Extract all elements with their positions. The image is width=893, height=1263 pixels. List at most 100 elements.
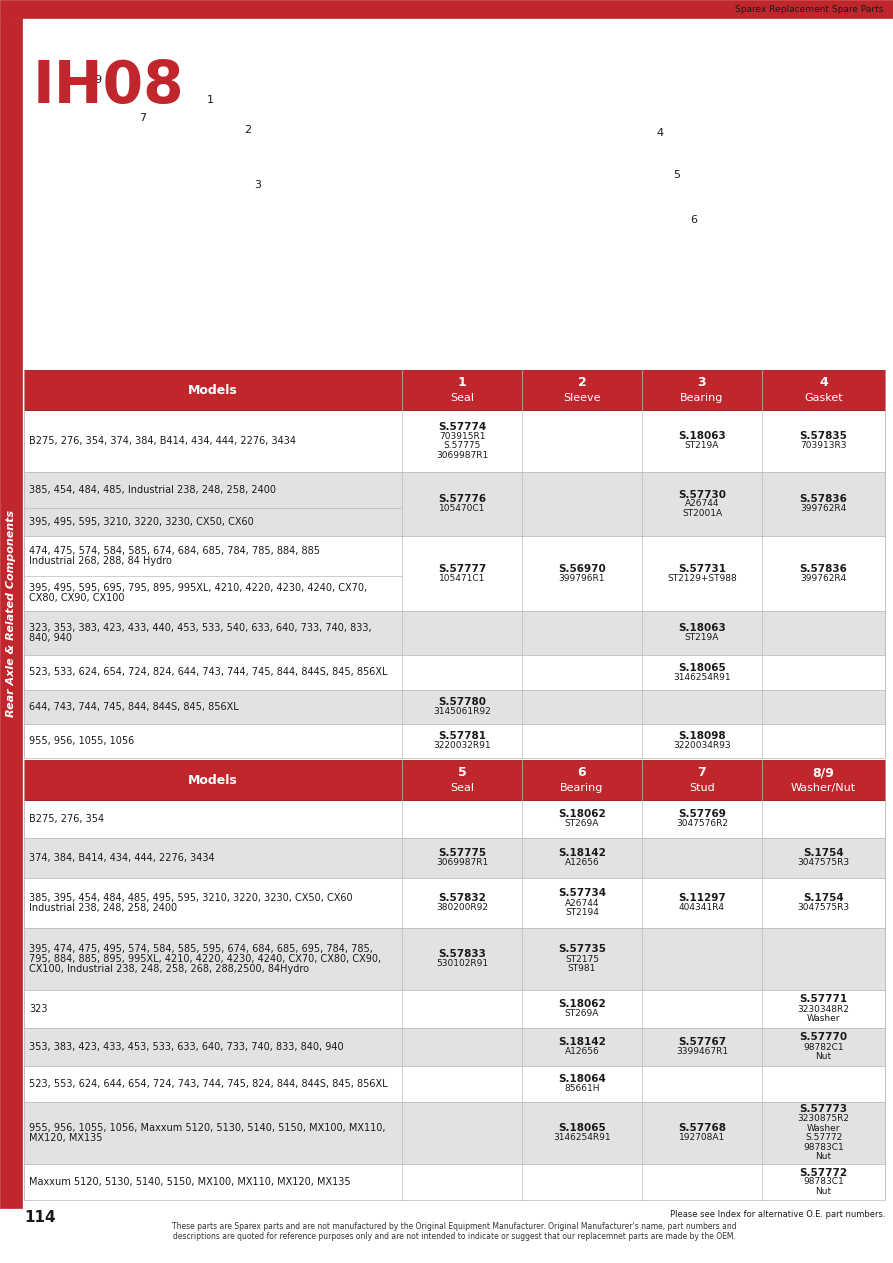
Text: 4: 4 xyxy=(819,376,828,389)
Text: S.1754: S.1754 xyxy=(803,849,844,859)
Text: Washer: Washer xyxy=(806,1124,840,1133)
Text: S.57775: S.57775 xyxy=(443,441,480,450)
Text: Industrial 238, 248, 258, 2400: Industrial 238, 248, 258, 2400 xyxy=(29,903,177,913)
Text: Washer: Washer xyxy=(806,1014,840,1023)
Bar xyxy=(24,799,885,837)
Text: 105470C1: 105470C1 xyxy=(438,504,485,513)
Text: A26744: A26744 xyxy=(685,499,719,509)
Text: S.57734: S.57734 xyxy=(558,888,606,898)
Text: 404341R4: 404341R4 xyxy=(679,903,725,912)
Text: 3: 3 xyxy=(697,376,706,389)
Text: 5: 5 xyxy=(673,171,680,181)
Text: S.57731: S.57731 xyxy=(678,563,726,573)
Text: S.57772: S.57772 xyxy=(805,1133,842,1142)
Text: S.18065: S.18065 xyxy=(678,663,726,673)
Text: Models: Models xyxy=(188,384,238,397)
Text: Seal: Seal xyxy=(450,783,474,793)
Text: S.57730: S.57730 xyxy=(678,490,726,499)
Text: 9: 9 xyxy=(95,75,102,85)
Text: A12656: A12656 xyxy=(564,1047,599,1056)
Text: 85661H: 85661H xyxy=(564,1084,600,1094)
Text: S.57836: S.57836 xyxy=(799,563,847,573)
Text: S.57768: S.57768 xyxy=(678,1123,726,1133)
Bar xyxy=(24,1066,885,1103)
Text: Sleeve: Sleeve xyxy=(563,393,601,403)
Text: CX100, Industrial 238, 248, 258, 268, 288,2500, 84Hydro: CX100, Industrial 238, 248, 258, 268, 28… xyxy=(29,964,309,974)
Bar xyxy=(24,837,885,878)
Text: S.56970: S.56970 xyxy=(558,563,605,573)
Text: ST2175: ST2175 xyxy=(565,955,599,964)
Text: 1: 1 xyxy=(206,95,213,105)
Text: 7: 7 xyxy=(139,112,146,123)
Text: 8/9: 8/9 xyxy=(813,767,834,779)
Text: 795, 884, 885, 895, 995XL, 4210, 4220, 4230, 4240, CX70, CX80, CX90,: 795, 884, 885, 895, 995XL, 4210, 4220, 4… xyxy=(29,954,381,964)
Text: 7: 7 xyxy=(697,767,706,779)
Text: 98783C1: 98783C1 xyxy=(803,1177,844,1186)
Bar xyxy=(24,990,885,1028)
Text: Seal: Seal xyxy=(450,393,474,403)
Text: Models: Models xyxy=(188,773,238,787)
Bar xyxy=(24,878,885,928)
Text: 3146254R91: 3146254R91 xyxy=(673,673,730,682)
Text: Maxxum 5120, 5130, 5140, 5150, MX100, MX110, MX120, MX135: Maxxum 5120, 5130, 5140, 5150, MX100, MX… xyxy=(29,1177,351,1187)
Text: Nut: Nut xyxy=(815,1152,831,1161)
Text: 3069987R1: 3069987R1 xyxy=(436,451,488,460)
Text: Gasket: Gasket xyxy=(805,393,843,403)
Text: S.57772: S.57772 xyxy=(799,1167,847,1177)
Text: ST2001A: ST2001A xyxy=(682,509,722,518)
Text: 105471C1: 105471C1 xyxy=(438,573,485,582)
Text: S.57835: S.57835 xyxy=(799,431,847,441)
Text: 3145061R92: 3145061R92 xyxy=(433,707,491,716)
Bar xyxy=(24,472,885,536)
Text: 399762R4: 399762R4 xyxy=(800,504,847,513)
Text: S.18063: S.18063 xyxy=(678,623,726,633)
Text: 385, 454, 484, 485, Industrial 238, 248, 258, 2400: 385, 454, 484, 485, Industrial 238, 248,… xyxy=(29,485,276,495)
Text: 380200R92: 380200R92 xyxy=(436,903,488,912)
Text: S.57774: S.57774 xyxy=(438,422,486,432)
Bar xyxy=(24,760,885,799)
Text: S.57770: S.57770 xyxy=(799,1032,847,1042)
Text: S.18142: S.18142 xyxy=(558,849,606,859)
Text: A12656: A12656 xyxy=(564,859,599,868)
Text: ST981: ST981 xyxy=(568,964,597,973)
Text: 530102R91: 530102R91 xyxy=(436,960,488,969)
Text: 98783C1: 98783C1 xyxy=(803,1143,844,1152)
Text: S.18098: S.18098 xyxy=(678,731,726,741)
Text: B275, 276, 354: B275, 276, 354 xyxy=(29,813,104,823)
Text: 3069987R1: 3069987R1 xyxy=(436,859,488,868)
Text: S.57771: S.57771 xyxy=(799,994,847,1004)
Text: S.57836: S.57836 xyxy=(799,494,847,504)
Bar xyxy=(0,0,893,18)
Text: 3230875R2: 3230875R2 xyxy=(797,1114,849,1123)
Text: 3230348R2: 3230348R2 xyxy=(797,1004,849,1013)
Text: MX120, MX135: MX120, MX135 xyxy=(29,1133,103,1143)
Text: 644, 743, 744, 745, 844, 844S, 845, 856XL: 644, 743, 744, 745, 844, 844S, 845, 856X… xyxy=(29,702,238,712)
Text: 2: 2 xyxy=(245,125,252,135)
Bar xyxy=(24,611,885,655)
Text: S.57773: S.57773 xyxy=(799,1104,847,1114)
Text: 353, 383, 423, 433, 453, 533, 633, 640, 733, 740, 833, 840, 940: 353, 383, 423, 433, 453, 533, 633, 640, … xyxy=(29,1042,344,1052)
Text: S.57832: S.57832 xyxy=(438,893,486,903)
Text: Bearing: Bearing xyxy=(560,783,604,793)
Text: Washer/Nut: Washer/Nut xyxy=(791,783,856,793)
Text: 1: 1 xyxy=(457,376,466,389)
Text: Stud: Stud xyxy=(689,783,715,793)
Text: ST219A: ST219A xyxy=(685,441,719,450)
Text: 395, 495, 595, 3210, 3220, 3230, CX50, CX60: 395, 495, 595, 3210, 3220, 3230, CX50, C… xyxy=(29,517,254,527)
Text: S.57769: S.57769 xyxy=(678,810,726,820)
Text: 3146254R91: 3146254R91 xyxy=(553,1133,611,1142)
Text: 3220034R93: 3220034R93 xyxy=(673,741,730,750)
Text: 3399467R1: 3399467R1 xyxy=(676,1047,728,1056)
Text: 474, 475, 574, 584, 585, 674, 684, 685, 784, 785, 884, 885: 474, 475, 574, 584, 585, 674, 684, 685, … xyxy=(29,546,320,556)
Text: 840, 940: 840, 940 xyxy=(29,633,72,643)
Text: S.18064: S.18064 xyxy=(558,1075,606,1084)
Text: 192708A1: 192708A1 xyxy=(679,1133,725,1142)
Text: S.57775: S.57775 xyxy=(438,849,486,859)
Text: 3047575R3: 3047575R3 xyxy=(797,859,849,868)
Text: S.18062: S.18062 xyxy=(558,810,605,820)
Text: S.57776: S.57776 xyxy=(438,494,486,504)
Text: 3047576R2: 3047576R2 xyxy=(676,820,728,829)
Text: 3220032R91: 3220032R91 xyxy=(433,741,491,750)
Text: 4: 4 xyxy=(656,128,663,138)
Text: 395, 474, 475, 495, 574, 584, 585, 595, 674, 684, 685, 695, 784, 785,: 395, 474, 475, 495, 574, 584, 585, 595, … xyxy=(29,943,373,954)
